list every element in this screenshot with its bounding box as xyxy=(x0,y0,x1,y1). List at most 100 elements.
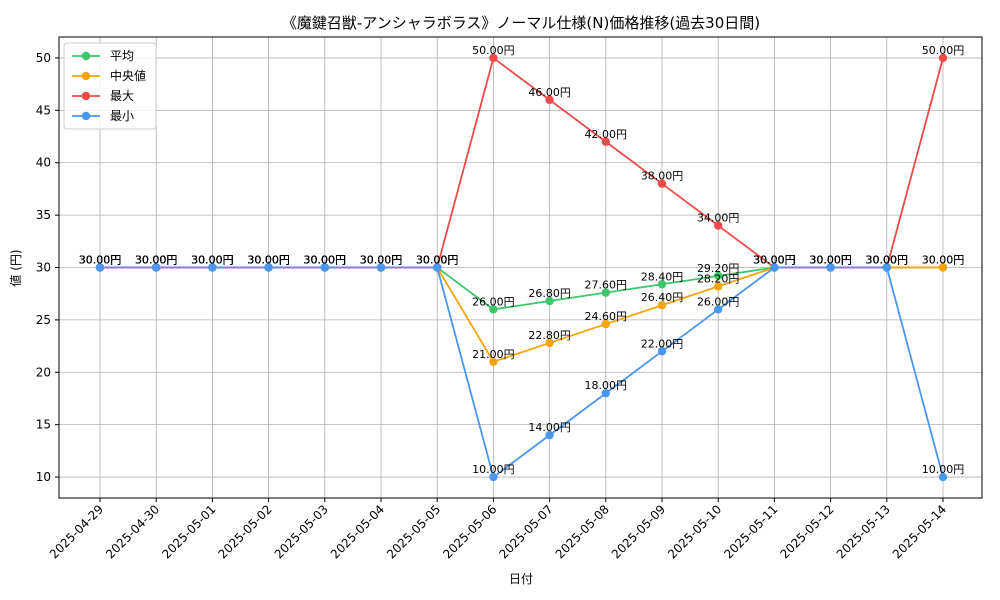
data-label: 30.00円 xyxy=(866,254,909,267)
data-label: 30.00円 xyxy=(866,254,909,267)
data-label: 30.00円 xyxy=(79,254,122,267)
data-point xyxy=(770,263,779,272)
data-label: 30.00円 xyxy=(866,254,909,267)
data-label: 46.00円 xyxy=(528,86,571,99)
data-label: 30.00円 xyxy=(304,254,347,267)
x-tick-label: 2025-05-01 xyxy=(159,502,218,561)
data-point xyxy=(938,472,948,482)
data-label: 30.00円 xyxy=(416,254,459,267)
data-label: 30.00円 xyxy=(247,254,290,267)
data-point xyxy=(657,347,667,356)
data-label: 30.00円 xyxy=(360,254,403,267)
data-label: 30.00円 xyxy=(135,254,178,267)
x-tick-label: 2025-05-13 xyxy=(834,502,893,561)
data-point xyxy=(938,263,948,272)
data-point xyxy=(601,137,610,146)
data-label: 30.00円 xyxy=(79,254,122,267)
x-tick-label: 2025-05-02 xyxy=(216,502,275,561)
data-label: 30.00円 xyxy=(304,254,347,267)
y-tick-label: 35 xyxy=(36,208,51,222)
data-label: 30.00円 xyxy=(304,254,347,267)
data-label: 30.00円 xyxy=(416,254,459,267)
data-label: 30.00円 xyxy=(360,254,403,267)
legend-marker xyxy=(81,91,91,101)
data-label: 30.00円 xyxy=(922,254,965,267)
legend-box xyxy=(63,42,157,130)
data-label: 42.00円 xyxy=(585,128,628,141)
y-axis-ticks: 10 15 20 25 30 35 40 45 50 xyxy=(36,51,59,484)
series-line xyxy=(100,266,943,311)
data-label: 30.00円 xyxy=(416,254,459,267)
legend-entry: 平均 xyxy=(110,49,134,63)
data-point xyxy=(938,53,948,63)
x-tick-label: 2025-05-11 xyxy=(721,502,780,561)
data-label: 30.00円 xyxy=(922,254,965,267)
data-point xyxy=(545,296,554,306)
data-label: 10.00円 xyxy=(922,463,965,476)
data-label: 22.00円 xyxy=(641,337,684,350)
data-point xyxy=(264,263,273,272)
data-point xyxy=(601,389,610,398)
data-label: 24.60円 xyxy=(585,310,628,323)
data-point xyxy=(545,95,554,105)
y-tick-label: 40 xyxy=(36,156,51,170)
data-label: 30.00円 xyxy=(304,254,347,267)
data-point xyxy=(208,263,217,272)
data-label: 28.40円 xyxy=(641,270,684,283)
x-tick-label: 2025-04-30 xyxy=(103,502,162,561)
y-tick-label: 15 xyxy=(36,418,51,432)
data-label: 34.00円 xyxy=(697,212,740,225)
data-label: 50.00円 xyxy=(922,44,965,57)
x-tick-label: 2025-05-08 xyxy=(553,502,612,561)
data-point xyxy=(657,301,667,310)
data-label: 30.00円 xyxy=(135,254,178,267)
data-label: 30.00円 xyxy=(753,254,796,267)
data-point xyxy=(714,221,723,230)
data-point xyxy=(657,179,667,188)
series-line xyxy=(100,266,943,363)
data-label: 50.00円 xyxy=(472,44,515,57)
data-point xyxy=(489,472,498,482)
data-label: 26.40円 xyxy=(641,291,684,304)
data-label: 27.60円 xyxy=(585,279,628,292)
data-label: 29.20円 xyxy=(697,262,740,275)
data-point xyxy=(657,280,667,289)
data-label: 30.00円 xyxy=(191,254,234,267)
x-tick-label: 2025-05-03 xyxy=(272,502,331,561)
data-point xyxy=(95,263,105,272)
y-tick-label: 50 xyxy=(36,51,51,65)
x-tick-label: 2025-05-06 xyxy=(440,502,499,561)
data-point xyxy=(882,263,891,272)
data-point xyxy=(320,263,329,272)
legend-entry: 最小 xyxy=(110,109,134,123)
data-label: 14.00円 xyxy=(528,421,571,434)
x-tick-label: 2025-05-14 xyxy=(890,502,949,561)
data-labels: 30.00円 30.00円 30.00円 30.00円 30.00円 30.00円 30.0… xyxy=(79,44,965,476)
data-point xyxy=(489,357,498,366)
data-label: 30.00円 xyxy=(809,254,852,267)
data-label: 30.00円 xyxy=(135,254,178,267)
data-label: 30.00円 xyxy=(809,254,852,267)
x-tick-label: 2025-05-10 xyxy=(665,502,724,561)
data-label: 30.00円 xyxy=(191,254,234,267)
data-label: 30.00円 xyxy=(360,254,403,267)
data-label: 30.00円 xyxy=(753,254,796,267)
data-label: 38.00円 xyxy=(641,170,684,183)
series-line xyxy=(100,266,944,479)
data-label: 30.00円 xyxy=(753,254,796,267)
x-axis-label: 日付 xyxy=(509,572,533,586)
x-tick-label: 2025-05-09 xyxy=(609,502,668,561)
data-label: 22.80円 xyxy=(528,329,571,342)
data-point xyxy=(376,263,386,272)
data-label: 30.00円 xyxy=(753,254,796,267)
x-tick-label: 2025-05-12 xyxy=(778,502,837,561)
y-axis-label: 値 (円) xyxy=(8,249,23,286)
data-label: 30.00円 xyxy=(866,254,909,267)
data-point xyxy=(152,263,161,272)
y-tick-label: 45 xyxy=(36,103,51,117)
data-point xyxy=(714,305,723,314)
x-tick-label: 2025-05-04 xyxy=(328,502,387,561)
data-point xyxy=(489,53,498,63)
data-point xyxy=(601,319,610,329)
